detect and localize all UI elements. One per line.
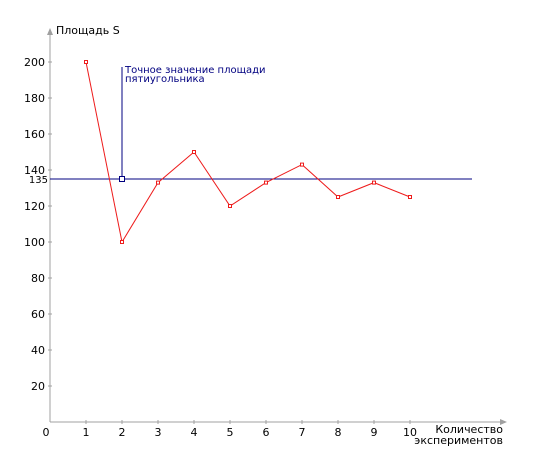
- y-tick-label: 20: [31, 380, 45, 393]
- y-axis-title: Площадь S: [56, 24, 120, 37]
- x-tick-label: 8: [335, 426, 342, 439]
- series-line: [85, 61, 411, 244]
- x-tick-label: 2: [119, 426, 126, 439]
- axes: [47, 28, 507, 425]
- x-tick-label: 6: [263, 426, 270, 439]
- x-tick-label: 10: [403, 426, 417, 439]
- y-tick-label: 140: [24, 164, 45, 177]
- data-point: [336, 195, 340, 199]
- y-tick-label: 80: [31, 272, 45, 285]
- y-tick-label: 40: [31, 344, 45, 357]
- data-point: [192, 150, 196, 154]
- data-point: [120, 240, 124, 244]
- x-tick-label: 9: [371, 426, 378, 439]
- x-axis-arrow: [500, 419, 507, 425]
- y-tick-label: 160: [24, 128, 45, 141]
- data-point: [228, 204, 232, 208]
- y-tick-label: 200: [24, 56, 45, 69]
- y-tick-label: 120: [24, 200, 45, 213]
- y-tick-label: 100: [24, 236, 45, 249]
- y-tick-label: 180: [24, 92, 45, 105]
- y-ticks: 20 40 60 80 100 120 140 160 180 200: [24, 56, 52, 393]
- data-point: [372, 180, 376, 185]
- x-tick-label: 1: [83, 426, 90, 439]
- series-group: [84, 60, 412, 244]
- x-tick-label: 0: [43, 426, 50, 439]
- annotation-text: пятиугольника: [125, 74, 205, 85]
- x-tick-label: 7: [299, 426, 306, 439]
- data-point: [156, 180, 160, 185]
- reference-value-label: 135: [29, 175, 48, 186]
- data-point: [84, 60, 88, 64]
- x-tick-label: 4: [191, 426, 198, 439]
- x-tick-label: 5: [227, 426, 234, 439]
- y-tick-label: 60: [31, 308, 45, 321]
- annotation-text: Точное значение площади: [124, 65, 266, 76]
- x-ticks: 0 1 2 3 4 5 6 7 8 9 10: [43, 420, 417, 439]
- y-axis-arrow: [47, 28, 53, 35]
- data-point: [264, 180, 268, 185]
- annotation-marker: [119, 176, 125, 182]
- data-point: [408, 195, 412, 199]
- x-axis-title: экспериментов: [414, 434, 503, 447]
- x-tick-label: 3: [155, 426, 162, 439]
- data-point: [300, 162, 304, 167]
- x-axis-title: Количество: [435, 423, 503, 436]
